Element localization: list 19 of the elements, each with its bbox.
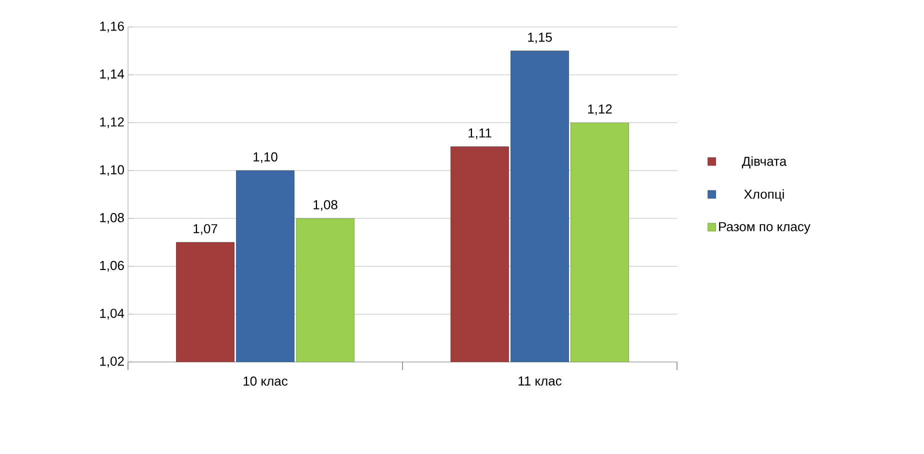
x-tick-label: 10 клас [244,376,288,386]
x-tick-label: 11 клас [518,376,562,386]
data-label: 1,10 [254,152,278,164]
y-tick-label: 1,02 [100,356,124,368]
y-tick-label: 1,12 [100,117,124,128]
data-label: 1,12 [588,104,612,116]
data-label: 1,11 [468,128,492,140]
y-tick-label: 1,06 [100,260,124,272]
legend-label: Дівчата [742,156,787,168]
y-tick-label: 1,14 [100,70,124,80]
data-label: 1,15 [528,32,552,44]
y-tick-label: 1,10 [100,165,124,176]
legend-label: Хлопці [744,189,784,202]
data-label: 1,08 [314,200,338,211]
y-tick-label: 1,08 [100,213,124,224]
y-tick-label: 1,16 [100,22,124,32]
y-tick-label: 1,04 [100,308,124,320]
data-label: 1,07 [194,224,218,235]
legend-label: Разом по класу [719,222,810,234]
